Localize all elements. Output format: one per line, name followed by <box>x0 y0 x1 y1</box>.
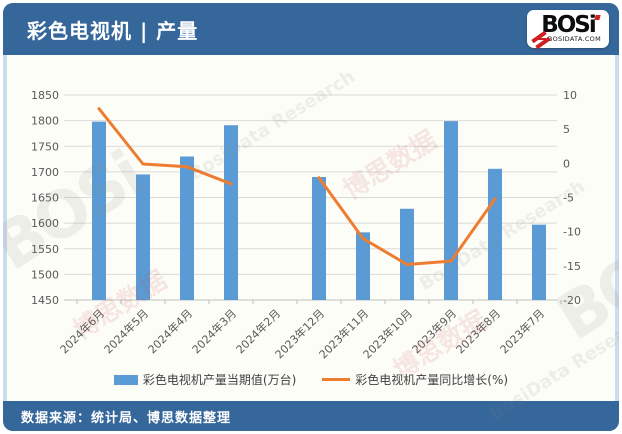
right-axis-tick: 10 <box>563 89 577 102</box>
bar-2023年12月 <box>312 177 326 300</box>
yoy-growth-line <box>97 107 233 186</box>
left-axis-tick: 1450 <box>31 294 59 307</box>
logo-domain-text: BOSIDATA.COM <box>547 35 601 43</box>
header-bar: 彩色电视机 | 产量 BOSi BOSIDATA.COM <box>3 3 619 55</box>
right-axis-tick: 5 <box>563 123 570 136</box>
right-axis-tick: -5 <box>563 192 574 205</box>
right-axis-tick: -10 <box>563 226 581 239</box>
bar-2023年9月 <box>444 121 458 300</box>
logo-dot-icon <box>594 15 601 20</box>
yoy-growth-line <box>317 176 497 266</box>
bar-2023年7月 <box>532 224 546 300</box>
left-axis-tick: 1600 <box>31 217 59 230</box>
bar-2023年8月 <box>488 168 502 300</box>
left-axis-tick: 1850 <box>31 89 59 102</box>
bar-2023年11月 <box>356 232 370 300</box>
bar-2024年6月 <box>92 121 106 301</box>
bar-2024年5月 <box>136 174 150 300</box>
bar-series-swatch-icon <box>113 374 138 385</box>
x-axis-label: 2024年4月 <box>145 306 195 356</box>
legend-item-line: 彩色电视机产量同比增长(%) <box>322 371 508 388</box>
line-series-label: 彩色电视机产量同比增长(%) <box>355 373 509 387</box>
left-axis-tick: 1550 <box>31 243 59 256</box>
data-source-text: 数据来源：统计局、博思数据整理 <box>21 410 232 426</box>
left-axis-tick: 1800 <box>31 115 59 128</box>
bar-2023年10月 <box>400 208 414 300</box>
report-card: 彩色电视机 | 产量 BOSi BOSIDATA.COM BOSi 博思数据 B… <box>3 3 619 431</box>
left-axis-tick: 1700 <box>31 166 59 179</box>
bosi-logo: BOSi BOSIDATA.COM <box>527 10 609 50</box>
x-axis-label: 2023年8月 <box>453 306 503 356</box>
bar-2024年3月 <box>224 125 238 300</box>
right-axis-tick: -15 <box>563 260 581 273</box>
left-axis-tick: 1500 <box>31 268 59 281</box>
x-axis-label: 2024年3月 <box>189 306 239 356</box>
bar-series-label: 彩色电视机产量当期值(万台) <box>142 373 297 387</box>
chart-legend: 彩色电视机产量当期值(万台) 彩色电视机产量同比增长(%) <box>7 371 615 388</box>
chart-svg: 1850 1800 1750 1700 1650 1600 1550 1500 1450 10 5 0… <box>31 89 581 361</box>
x-axis-label: 2024年5月 <box>101 306 151 356</box>
right-axis-tick: -20 <box>563 294 581 307</box>
bar-2024年4月 <box>180 156 194 300</box>
chart: 1850 1800 1750 1700 1650 1600 1550 1500 1450 10 5 0… <box>7 55 615 367</box>
left-axis-tick: 1750 <box>31 140 59 153</box>
x-axis-label: 2024年6月 <box>57 306 107 356</box>
x-axis-label: 2023年7月 <box>497 306 547 356</box>
line-series-swatch-icon <box>322 378 351 381</box>
footer-bar: 数据来源：统计局、博思数据整理 <box>3 401 619 431</box>
legend-item-bar: 彩色电视机产量当期值(万台) <box>113 371 297 388</box>
logo-redbar-icon <box>535 38 546 40</box>
logo-domain: BOSIDATA.COM <box>535 35 601 43</box>
x-axis-label: 2023年9月 <box>409 306 459 356</box>
page-title: 彩色电视机 | 产量 <box>27 18 199 43</box>
left-axis-tick: 1650 <box>31 192 59 205</box>
chart-panel: BOSi 博思数据 BosiData Research 博思数据 BosiDat… <box>3 55 619 425</box>
right-axis-tick: 0 <box>563 157 570 170</box>
logo-text: BOSi <box>541 12 597 38</box>
